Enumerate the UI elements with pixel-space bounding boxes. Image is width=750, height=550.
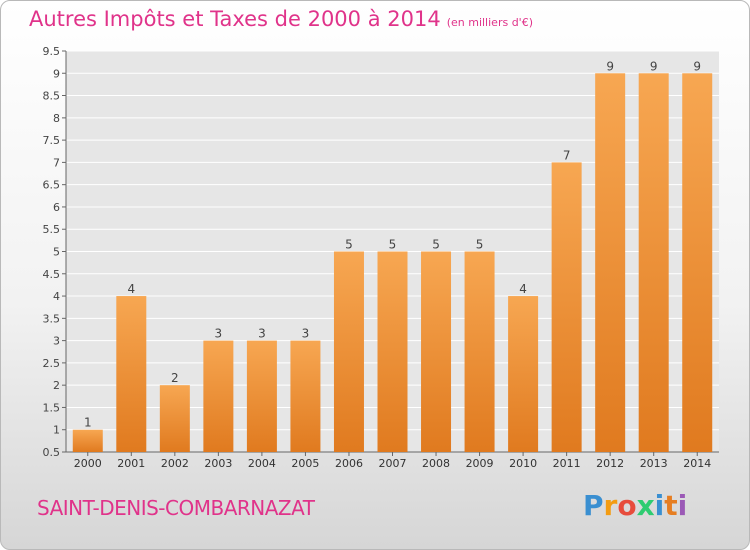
y-tick-label: 8 [53, 112, 60, 125]
bar-2006 [333, 251, 364, 452]
logo-letter: o [617, 489, 637, 522]
x-tick-label-2005: 2005 [291, 457, 319, 470]
x-tick-label-2006: 2006 [335, 457, 363, 470]
data-label-2002: 2 [171, 371, 179, 385]
data-label-2003: 3 [215, 327, 223, 341]
y-tick-label: 2.5 [43, 357, 61, 370]
logo-letter: P [583, 489, 604, 522]
y-tick-label: 6.5 [43, 179, 61, 192]
bar-2000 [72, 429, 103, 452]
bar-2004 [246, 340, 277, 452]
bar-2008 [421, 251, 452, 452]
y-tick-label: 9.5 [43, 45, 61, 58]
bar-2005 [290, 340, 321, 452]
y-tick-label: 6 [53, 201, 60, 214]
x-tick-label-2012: 2012 [596, 457, 624, 470]
logo-letter: t [664, 489, 678, 522]
proxiti-logo[interactable]: Proxiti [583, 489, 687, 522]
x-tick-label-2013: 2013 [640, 457, 668, 470]
y-tick-label: 0.5 [43, 446, 61, 459]
x-tick-label-2001: 2001 [117, 457, 145, 470]
x-tick-label-2010: 2010 [509, 457, 537, 470]
y-tick-label: 3 [53, 335, 60, 348]
bar-2011 [551, 162, 582, 452]
chart-title: Autres Impôts et Taxes de 2000 à 2014 (en… [29, 7, 533, 31]
x-tick-label-2003: 2003 [204, 457, 232, 470]
data-label-2013: 9 [650, 59, 658, 73]
x-tick-label-2008: 2008 [422, 457, 450, 470]
y-tick-label: 9 [53, 67, 60, 80]
bar-2009 [464, 251, 495, 452]
logo-letter: r [603, 489, 618, 522]
logo-letter: x [636, 489, 655, 522]
x-tick-label-2000: 2000 [74, 457, 102, 470]
x-tick-label-2011: 2011 [553, 457, 581, 470]
commune-name: SAINT-DENIS-COMBARNAZAT [37, 496, 315, 520]
bar-2002 [159, 385, 190, 452]
data-label-2004: 3 [258, 327, 266, 341]
x-tick-label-2009: 2009 [466, 457, 494, 470]
y-tick-label: 4.5 [43, 268, 61, 281]
data-label-2001: 4 [127, 282, 135, 296]
x-tick-label-2014: 2014 [683, 457, 711, 470]
x-tick-label-2004: 2004 [248, 457, 276, 470]
y-tick-label: 7 [53, 156, 60, 169]
x-tick-label-2007: 2007 [379, 457, 407, 470]
logo-letter: i [654, 489, 665, 522]
data-label-2007: 5 [389, 238, 397, 252]
data-label-2006: 5 [345, 238, 353, 252]
bar-2007 [377, 251, 408, 452]
y-tick-label: 5.5 [43, 223, 61, 236]
data-label-2012: 9 [606, 59, 614, 73]
x-tick-label-2002: 2002 [161, 457, 189, 470]
title-text: Autres Impôts et Taxes de 2000 à 2014 [29, 7, 441, 31]
bar-2010 [508, 296, 539, 452]
data-label-2009: 5 [476, 238, 484, 252]
bar-2014 [682, 73, 713, 453]
y-tick-label: 5 [53, 246, 60, 259]
bar-2012 [595, 73, 626, 453]
data-label-2014: 9 [693, 59, 701, 73]
data-label-2005: 3 [302, 327, 310, 341]
y-tick-label: 7.5 [43, 134, 61, 147]
y-tick-label: 2 [53, 379, 60, 392]
data-label-2010: 4 [519, 282, 527, 296]
y-tick-label: 4 [53, 290, 60, 303]
logo-letter: i [677, 489, 688, 522]
y-tick-label: 8.5 [43, 90, 61, 103]
bar-2013 [638, 73, 669, 453]
y-tick-label: 1 [53, 424, 60, 437]
data-label-2008: 5 [432, 238, 440, 252]
bar-2003 [203, 340, 234, 452]
y-tick-label: 3.5 [43, 312, 61, 325]
data-label-2000: 1 [84, 416, 92, 430]
bar-2001 [116, 296, 147, 452]
unit-subtitle: (en milliers d'€) [446, 16, 533, 29]
y-tick-label: 1.5 [43, 401, 61, 414]
data-label-2011: 7 [563, 148, 571, 162]
